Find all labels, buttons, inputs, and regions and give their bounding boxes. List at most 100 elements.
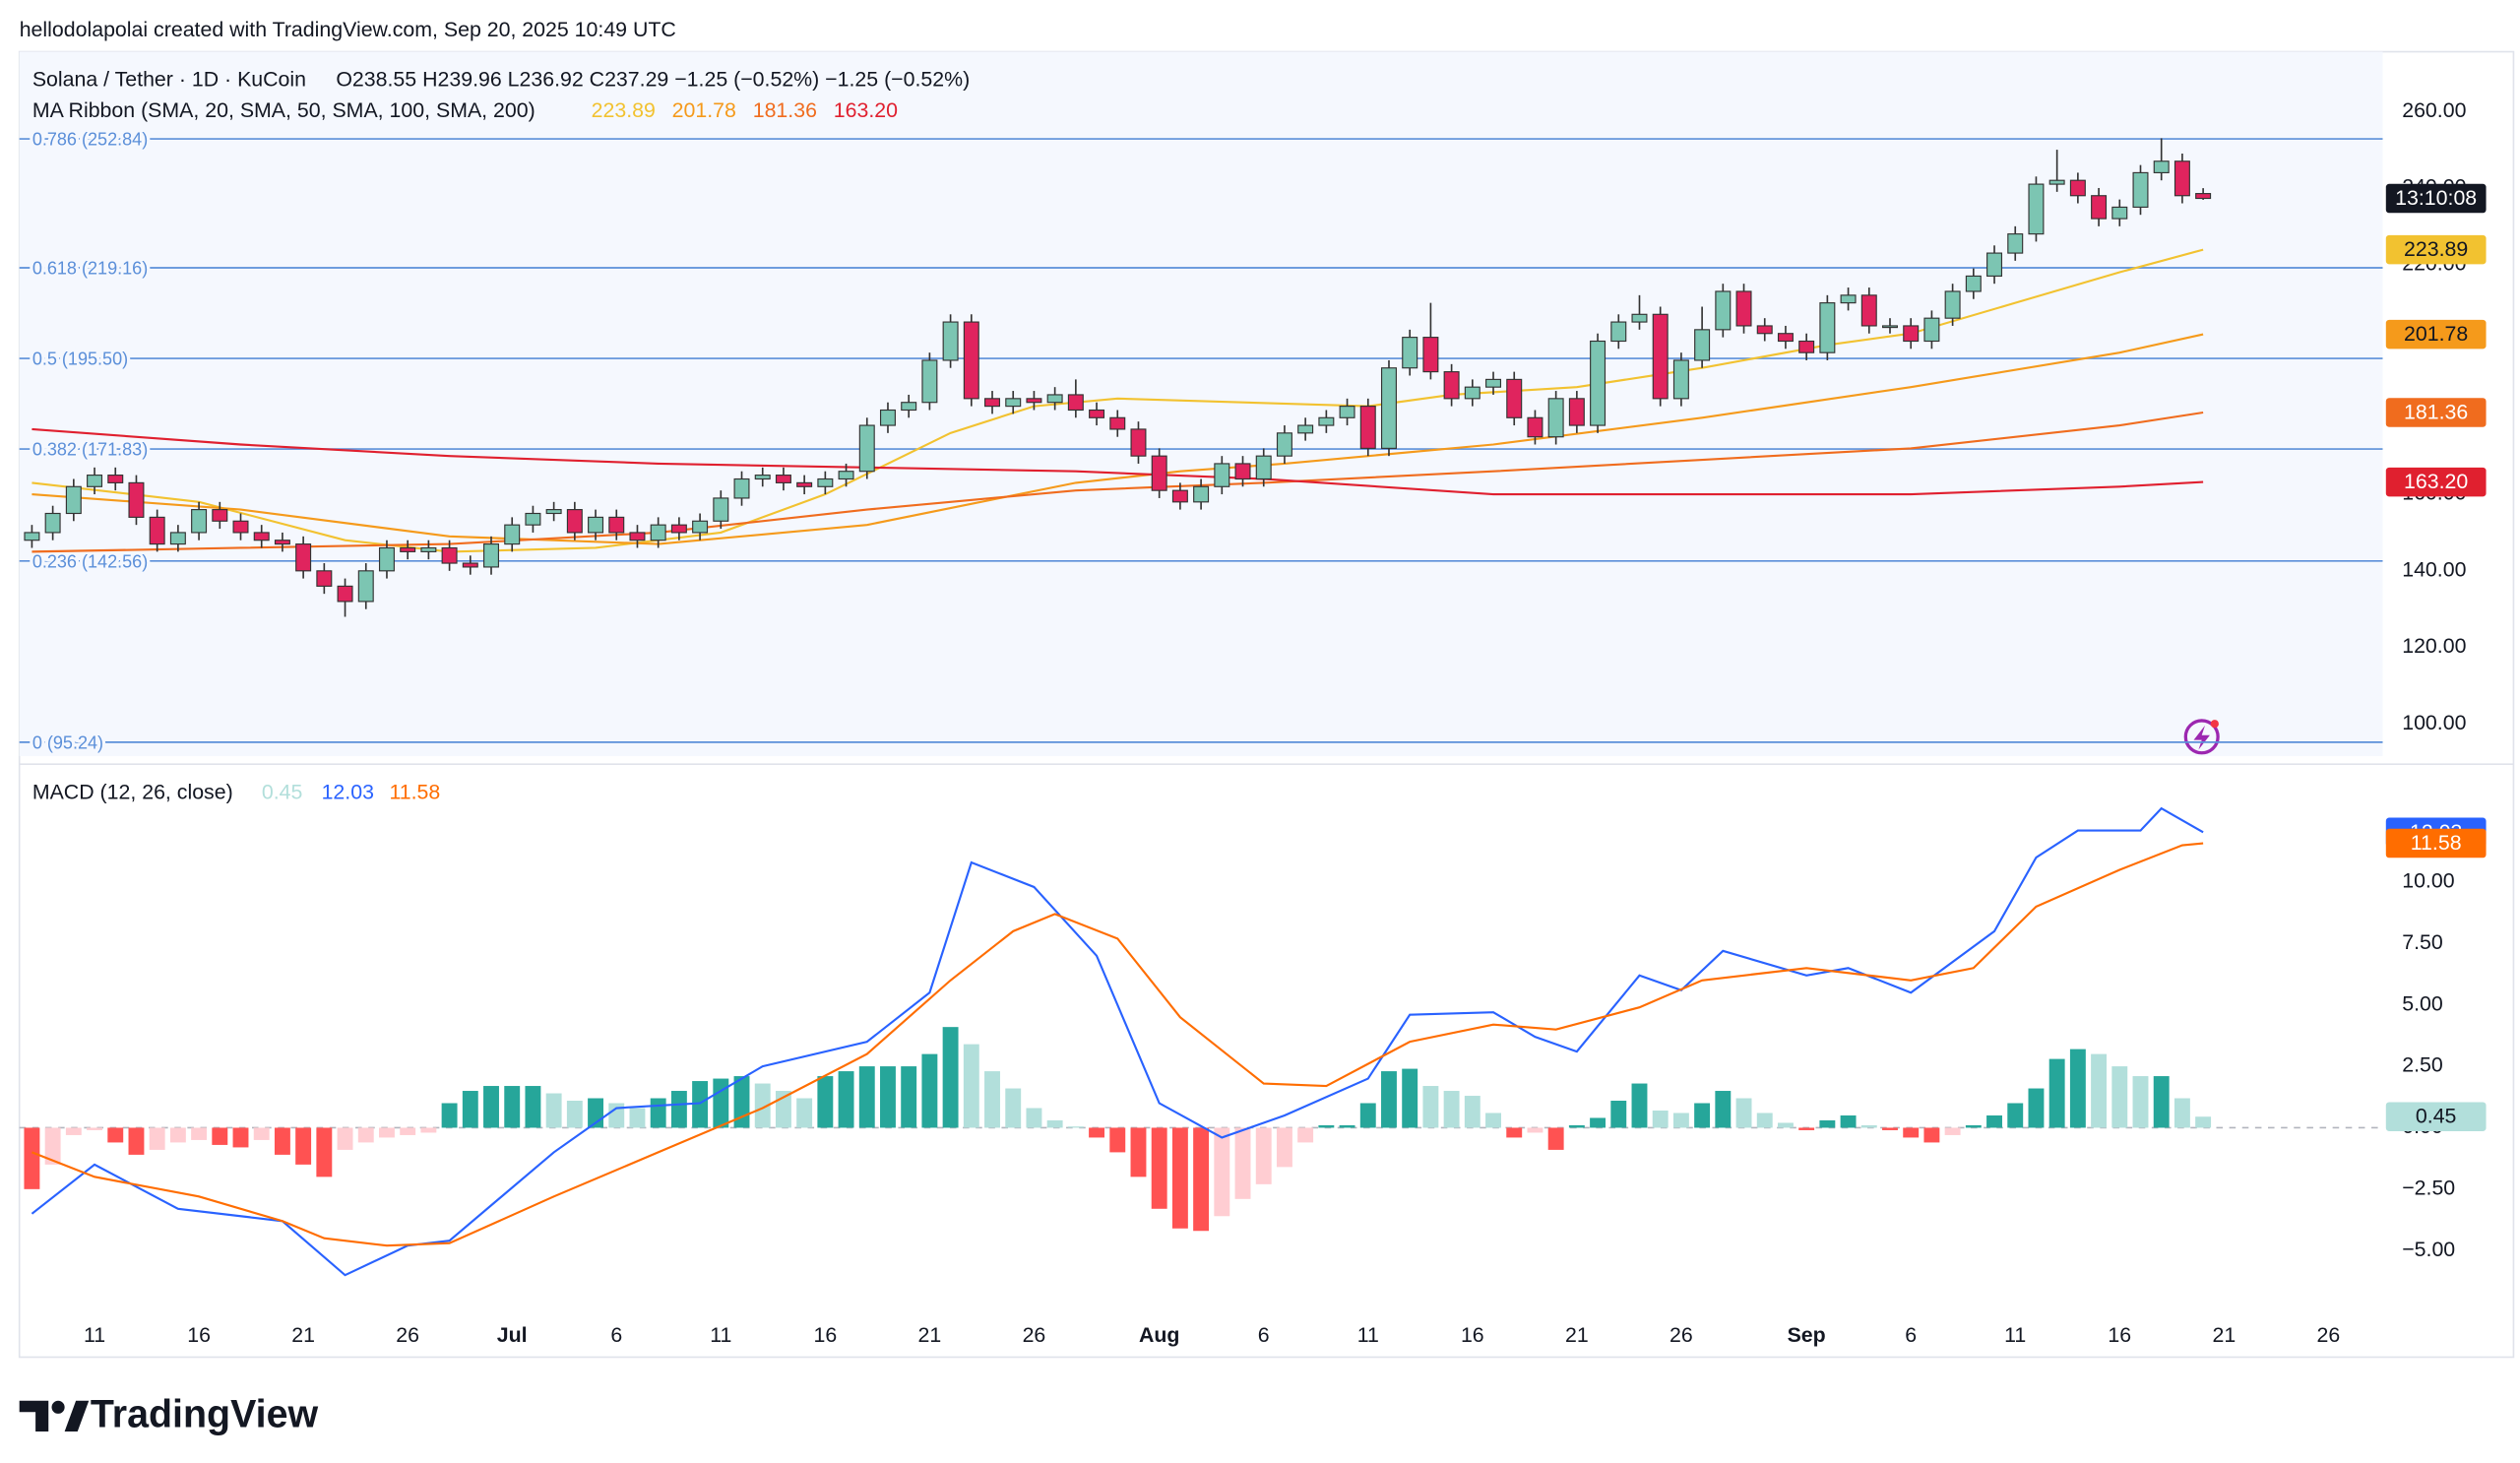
candle-body (232, 520, 249, 534)
histogram-bar (1067, 1126, 1084, 1128)
ma-badge-label: 163.20 (2404, 470, 2468, 493)
candle-body (1715, 290, 1732, 331)
candle-body (44, 512, 61, 534)
histogram-bar (1339, 1124, 1355, 1128)
candle-body (858, 424, 875, 473)
histogram-bar (504, 1086, 521, 1128)
histogram-bar (545, 1093, 562, 1128)
histogram-bar (1276, 1127, 1292, 1168)
macd-badge (2385, 828, 2487, 859)
histogram-bar (2069, 1049, 2086, 1128)
candle-body (295, 543, 312, 572)
histogram-bar (44, 1127, 61, 1165)
x-tick-label: 21 (1565, 1323, 1589, 1347)
histogram-bar (24, 1127, 40, 1189)
logo-text[interactable]: TradingView (91, 1393, 319, 1436)
candle-body (1756, 325, 1773, 335)
histogram-bar (420, 1127, 437, 1133)
histogram-bar (191, 1127, 208, 1140)
candle-body (400, 546, 416, 552)
y-tick-label: −2.50 (2402, 1176, 2455, 1199)
histogram-bar (1214, 1127, 1230, 1217)
candle-body (65, 485, 82, 515)
histogram-bar (357, 1127, 374, 1143)
histogram-bar (2028, 1088, 2045, 1128)
candle-body (1590, 340, 1606, 426)
ma-line (32, 248, 2204, 553)
candle-body (1547, 398, 1564, 438)
logo-slash[interactable] (64, 1400, 90, 1431)
candle-body (1819, 302, 1836, 353)
ma-badge-label: 201.78 (2404, 322, 2468, 346)
histogram-bar (608, 1103, 625, 1128)
candle-body (984, 398, 1001, 408)
x-tick-label: 6 (610, 1323, 622, 1347)
x-tick-label: 16 (813, 1323, 837, 1347)
candle-body (670, 524, 687, 534)
alert-dot (2210, 720, 2219, 729)
candle-body (316, 570, 333, 587)
fib-label: 0.382 (171.83) (32, 439, 148, 459)
histogram-bar (1359, 1103, 1376, 1128)
x-tick-label: 26 (2317, 1323, 2341, 1347)
histogram-bar (754, 1083, 771, 1128)
y-tick-label: 260.00 (2402, 98, 2466, 122)
candle-body (1464, 386, 1480, 400)
histogram-bar (128, 1127, 145, 1155)
histogram-bar (650, 1098, 666, 1128)
histogram-bar (1819, 1119, 1836, 1128)
histogram-bar (1255, 1127, 1272, 1184)
histogram-bar (1715, 1091, 1732, 1128)
tradingview-logo[interactable]: TradingView (19, 1393, 319, 1436)
histogram-bar (1840, 1114, 1857, 1128)
histogram-bar (817, 1076, 834, 1128)
fib-label: 0.618 (219.16) (32, 258, 148, 278)
ma-line (32, 411, 2204, 553)
candle-body (1339, 406, 1355, 418)
candle-body (2069, 179, 2086, 197)
candle-body (838, 471, 854, 480)
x-tick-label: 26 (396, 1323, 419, 1347)
histogram-bar (1903, 1127, 1920, 1138)
candle-body (504, 524, 521, 545)
candle-body (2028, 183, 2045, 235)
candle-body (1380, 367, 1397, 449)
alert-icon[interactable] (2183, 719, 2220, 755)
candle-body (796, 481, 813, 487)
histogram-bar (1297, 1127, 1314, 1143)
ma-legend-value: 223.89 (592, 98, 656, 122)
candle-body (1652, 313, 1669, 400)
candle-body (1860, 294, 1877, 327)
candle-body (629, 532, 646, 541)
candle-body (545, 509, 562, 515)
histogram-bar (483, 1086, 499, 1128)
alert-bolt[interactable] (2193, 725, 2210, 750)
candle-body (1359, 406, 1376, 449)
histogram-bar (713, 1078, 729, 1128)
ma-line (32, 333, 2204, 545)
x-tick-label: 6 (1905, 1323, 1917, 1347)
histogram-bar (1506, 1127, 1523, 1138)
histogram-bar (942, 1027, 959, 1128)
candle-body (1151, 455, 1167, 491)
ma-badge (2385, 319, 2487, 350)
histogram-bar (1443, 1091, 1460, 1128)
histogram-bar (921, 1053, 938, 1128)
header: hellodolapolai created with TradingView.… (20, 18, 676, 41)
histogram-bar (1590, 1117, 1606, 1128)
logo-dot[interactable] (51, 1400, 65, 1414)
candle-body (1923, 317, 1940, 343)
x-tick-label: 11 (84, 1323, 105, 1347)
candle-body (274, 540, 290, 545)
histogram-bar (796, 1098, 813, 1128)
logo-mark[interactable] (19, 1400, 49, 1431)
candle-body (1443, 371, 1460, 400)
histogram-bar (1798, 1127, 1815, 1130)
candle-body (128, 481, 145, 518)
histogram-bar (462, 1091, 478, 1128)
fib-label: 0.5 (195.50) (32, 349, 128, 368)
alert-circle[interactable] (2183, 719, 2220, 755)
symbol-title: Solana / Tether · 1D · KuCoin (32, 68, 306, 92)
candle-body (1568, 398, 1585, 426)
